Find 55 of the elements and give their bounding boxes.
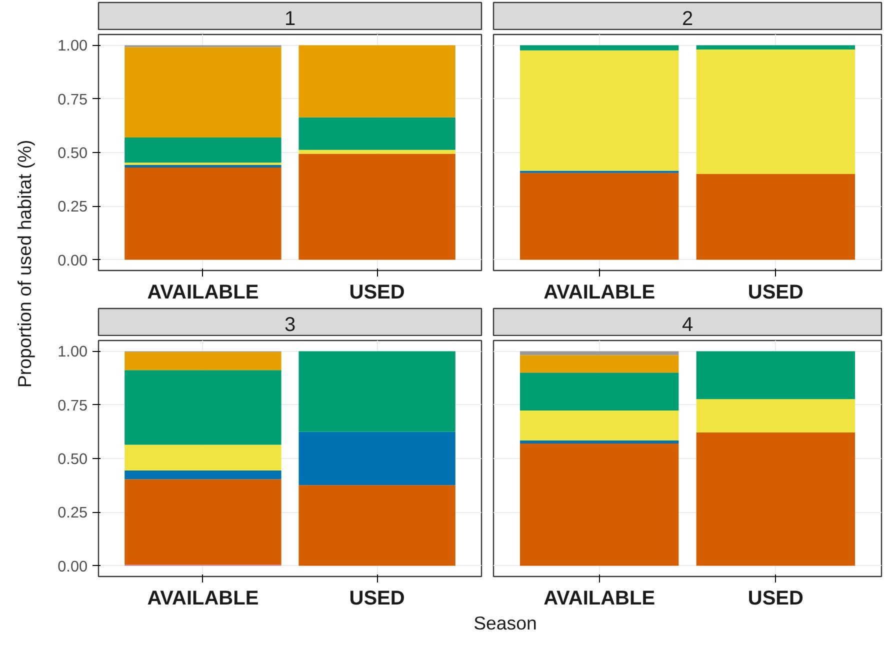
bar <box>520 410 679 440</box>
bar <box>696 351 856 400</box>
bar <box>520 45 679 50</box>
y-tick-label: 1.00 <box>58 344 88 361</box>
chart-title: 3 <box>284 314 296 336</box>
y-tick-label: 0.75 <box>58 91 88 108</box>
bar <box>520 172 679 260</box>
x-tick-label: USED <box>349 282 405 304</box>
bar <box>298 432 456 486</box>
x-axis-title: Season <box>474 612 537 634</box>
bar <box>696 174 856 260</box>
y-tick-label: 0.75 <box>58 397 88 414</box>
x-tick-label: USED <box>748 588 804 610</box>
chart-title: 4 <box>682 314 694 336</box>
bar <box>696 50 856 174</box>
bar <box>298 117 456 150</box>
bar <box>124 164 282 168</box>
x-tick-label: AVAILABLE <box>544 282 656 304</box>
bar <box>124 168 282 260</box>
bar <box>520 50 679 171</box>
bar <box>124 352 282 370</box>
y-tick-label: 0.00 <box>58 252 88 270</box>
bar <box>124 47 282 138</box>
bar <box>124 444 282 471</box>
bar <box>696 432 856 566</box>
bar <box>298 154 456 260</box>
bar <box>520 351 679 356</box>
bar <box>696 45 856 50</box>
bar <box>298 351 456 432</box>
y-tick-label: 0.25 <box>58 198 88 216</box>
bar <box>124 137 282 163</box>
x-tick-label: AVAILABLE <box>147 588 259 610</box>
bar <box>696 399 856 433</box>
bar <box>520 372 679 410</box>
chart-title: 1 <box>284 8 296 30</box>
y-tick-label: 0.50 <box>58 145 88 162</box>
bar <box>124 470 282 480</box>
x-tick-label: AVAILABLE <box>147 282 259 304</box>
y-tick-label: 0.00 <box>58 558 88 576</box>
bar <box>298 150 456 154</box>
bar <box>124 479 282 565</box>
y-tick-label: 1.00 <box>58 38 88 55</box>
x-tick-label: USED <box>349 588 405 610</box>
bar <box>520 443 679 566</box>
y-tick-label: 0.25 <box>58 504 88 522</box>
x-tick-label: USED <box>748 282 804 304</box>
bar <box>520 355 679 373</box>
x-tick-label: AVAILABLE <box>544 588 656 610</box>
y-axis-title: Proportion of used habitat (%) <box>14 140 35 388</box>
bar <box>298 45 456 118</box>
bar <box>298 485 456 566</box>
bar <box>124 370 282 445</box>
y-tick-label: 0.50 <box>58 451 88 468</box>
chart-title: 2 <box>682 8 694 30</box>
bar <box>520 440 679 444</box>
